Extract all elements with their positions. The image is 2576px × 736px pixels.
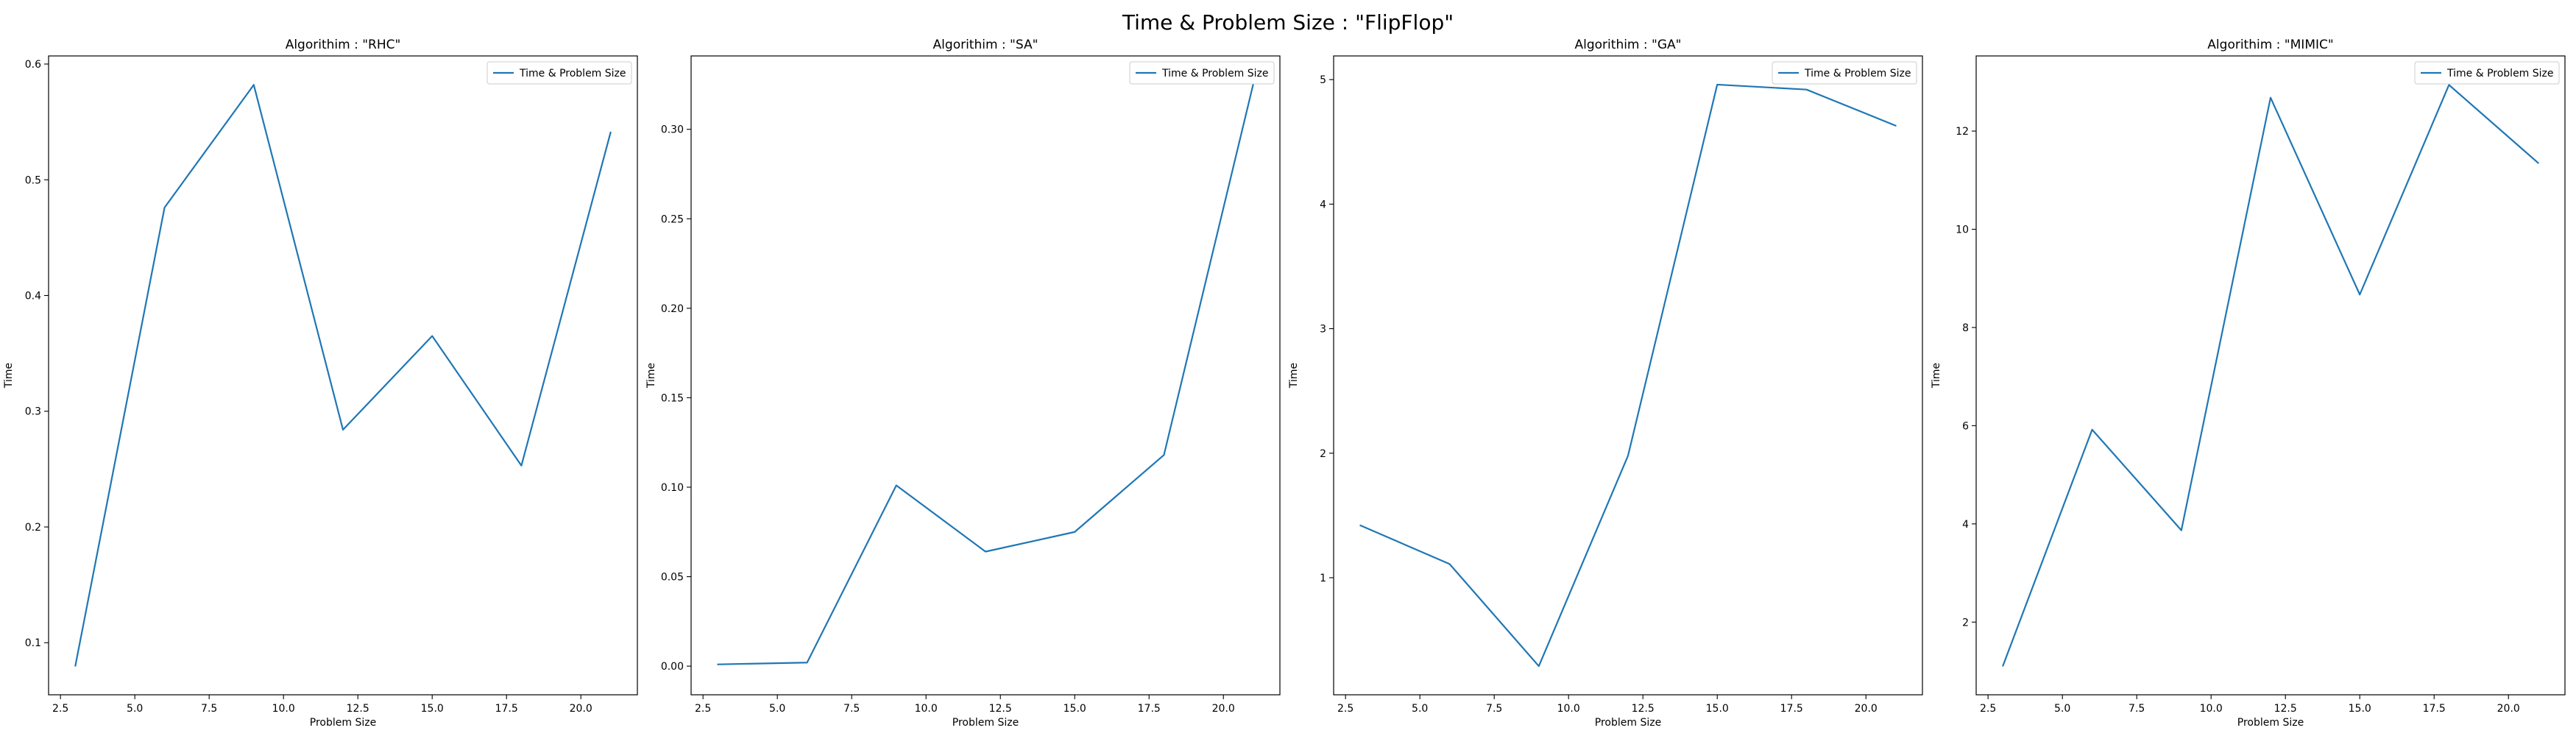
x-tick-label: 10.0 [272, 703, 295, 715]
series-line [74, 84, 612, 667]
y-tick-label: 10 [1956, 224, 1969, 236]
y-tick-label: 5 [1320, 74, 1326, 86]
y-tick-label: 0.4 [25, 291, 41, 302]
series-line [1359, 83, 1897, 668]
legend: Time & Problem Size [2414, 61, 2560, 85]
x-tick-label: 10.0 [1557, 703, 1580, 715]
legend: Time & Problem Size [1772, 61, 1917, 85]
x-tick-label: 12.5 [989, 703, 1012, 715]
legend-label: Time & Problem Size [1161, 68, 1269, 79]
x-tick-label: 2.5 [52, 703, 68, 715]
series-line [2002, 84, 2539, 667]
x-tick-label: 17.5 [1780, 703, 1803, 715]
x-tick-label: 15.0 [1706, 703, 1729, 715]
x-tick-label: 10.0 [2200, 703, 2223, 715]
y-tick-label: 0.25 [661, 213, 684, 225]
x-tick-label: 10.0 [915, 703, 938, 715]
x-tick-label: 2.5 [1337, 703, 1354, 715]
legend-box [1772, 61, 1917, 85]
y-tick-label: 0.6 [25, 59, 41, 71]
legend-label: Time & Problem Size [519, 68, 626, 79]
x-tick-label: 15.0 [421, 703, 444, 715]
y-tick-label: 2 [1320, 448, 1326, 460]
subplot-4: Algorithim : "MIMIC" 2.5 5.0 7.5 10.0 12.5 15.… [1931, 38, 2566, 729]
x-tick-label: 12.5 [1632, 703, 1655, 715]
x-tick-label: 15.0 [1064, 703, 1086, 715]
x-tick-label: 20.0 [570, 703, 592, 715]
x-tick-label: 12.5 [2274, 703, 2297, 715]
x-axis-label: Problem Size [1595, 717, 1661, 729]
y-tick-label: 0.20 [661, 303, 684, 315]
y-tick-label: 1 [1320, 573, 1326, 584]
x-tick-label: 17.5 [2423, 703, 2446, 715]
y-tick-label: 0.30 [661, 124, 684, 136]
y-tick-label: 0.2 [25, 522, 41, 534]
y-tick-label: 6 [1962, 420, 1969, 432]
y-tick-label: 0.10 [661, 482, 684, 494]
x-tick-label: 5.0 [127, 703, 143, 715]
x-tick-label: 15.0 [2349, 703, 2371, 715]
x-axis-label: Problem Size [2237, 717, 2304, 729]
x-tick-label: 20.0 [1212, 703, 1235, 715]
x-tick-label: 7.5 [201, 703, 217, 715]
y-tick-label: 0.5 [25, 174, 41, 186]
x-tick-label: 20.0 [2497, 703, 2520, 715]
x-tick-label: 12.5 [347, 703, 369, 715]
subplot-title: Algorithim : "RHC" [286, 38, 401, 52]
axes-frame [690, 55, 1281, 696]
x-tick-label: 5.0 [769, 703, 785, 715]
x-axis-label: Problem Size [952, 717, 1019, 729]
y-axis-label: Time [3, 363, 15, 389]
axes-frame [1975, 55, 2566, 696]
y-tick-label: 4 [1320, 199, 1326, 210]
y-tick-label: 4 [1962, 519, 1969, 531]
y-tick-label: 0.3 [25, 406, 41, 418]
y-tick-label: 2 [1962, 617, 1969, 629]
subplots: Algorithim : "RHC"2.5 5.0 7.5 10.0 12.5 15.0 1… [3, 38, 2566, 729]
figure-title: Time & Problem Size : "FlipFlop" [1122, 10, 1454, 35]
legend: Time & Problem Size [486, 61, 632, 85]
y-tick-label: 3 [1320, 324, 1326, 336]
x-tick-label: 2.5 [695, 703, 711, 715]
x-tick-label: 5.0 [2054, 703, 2070, 715]
y-tick-label: 0.15 [661, 392, 684, 404]
subplot-3: Algorithim : "GA" 2.5 5.0 7.5 10.0 12.5 15.0 17… [1288, 38, 1923, 729]
subplot-title: Algorithim : "GA" [1575, 38, 1682, 52]
x-tick-label: 7.5 [1486, 703, 1502, 715]
legend-label: Time & Problem Size [2446, 68, 2554, 79]
y-tick-label: 8 [1962, 322, 1969, 334]
x-tick-label: 7.5 [843, 703, 860, 715]
x-tick-label: 5.0 [1412, 703, 1428, 715]
legend-label: Time & Problem Size [1804, 68, 1911, 79]
x-tick-label: 7.5 [2129, 703, 2145, 715]
series-line [717, 83, 1254, 665]
y-tick-label: 12 [1956, 126, 1969, 138]
subplot-2: Algorithim : "SA" 2.5 5.0 7.5 10.0 12.5 15.0 17… [645, 38, 1281, 729]
x-axis-label: Problem Size [310, 717, 376, 729]
axes-frame [1333, 55, 1923, 696]
subplot-title: Algorithim : "SA" [933, 38, 1038, 52]
x-tick-label: 2.5 [1980, 703, 1996, 715]
legend-box [2414, 61, 2560, 85]
x-tick-label: 17.5 [495, 703, 518, 715]
legend: Time & Problem Size [1129, 61, 1275, 85]
x-tick-label: 17.5 [1138, 703, 1161, 715]
subplot-title: Algorithim : "MIMIC" [2207, 38, 2333, 52]
y-tick-label: 0.05 [661, 572, 684, 584]
axes-frame [48, 55, 638, 696]
y-tick-label: 0.00 [661, 661, 684, 673]
y-axis-label: Time [645, 363, 657, 389]
y-axis-label: Time [1288, 363, 1300, 389]
legend-box [486, 61, 632, 85]
y-tick-label: 0.1 [25, 637, 41, 649]
x-tick-label: 20.0 [1855, 703, 1878, 715]
y-axis-label: Time [1931, 363, 1942, 389]
legend-box [1129, 61, 1275, 85]
subplot-1: Algorithim : "RHC" 2.5 5.0 7.5 10.0 12.5 15.0 1… [3, 38, 638, 729]
